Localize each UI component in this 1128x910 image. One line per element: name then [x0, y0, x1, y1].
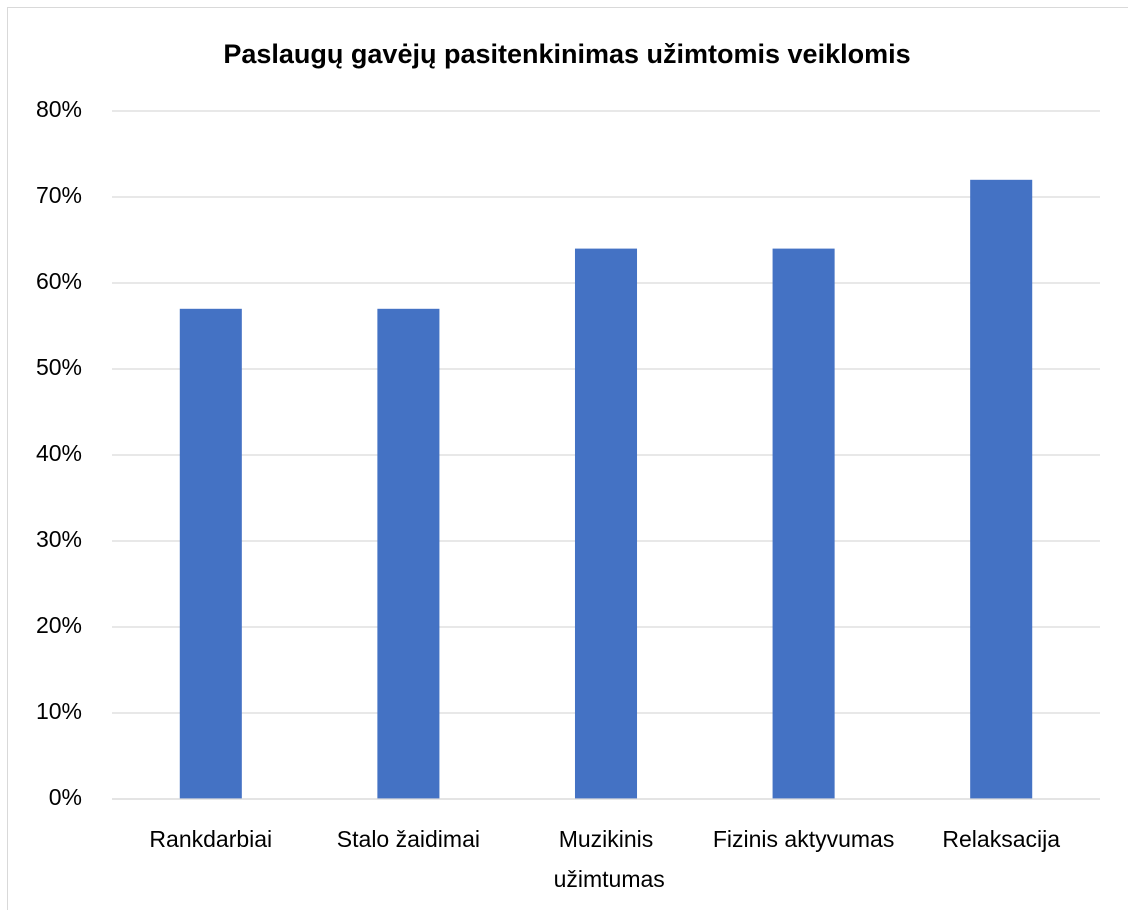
- bar: [377, 308, 440, 799]
- y-tick-label: 40%: [36, 440, 82, 466]
- bar: [179, 308, 242, 799]
- y-tick-label: 10%: [36, 698, 82, 724]
- y-tick-label: 0%: [49, 784, 82, 810]
- x-tick-label: Fizinis aktyvumas: [713, 826, 894, 852]
- x-tick-label: Muzikinis užimtumas: [547, 826, 665, 892]
- x-tick-label-line: užimtumas: [547, 866, 665, 892]
- y-tick-label: 20%: [36, 612, 82, 638]
- bar: [772, 248, 835, 800]
- x-tick-label: Stalo žaidimai: [337, 826, 480, 852]
- chart-title: Paslaugų gavėjų pasitenkinimas užimtomis…: [223, 39, 910, 69]
- x-tick-label-line: Muzikinis: [559, 826, 654, 852]
- chart-border: [7, 7, 1128, 910]
- bar: [970, 179, 1033, 800]
- y-tick-label: 60%: [36, 268, 82, 294]
- y-tick-label: 70%: [36, 182, 82, 208]
- y-tick-label: 30%: [36, 526, 82, 552]
- x-tick-label: Rankdarbiai: [149, 826, 272, 852]
- x-tick-label: Relaksacija: [942, 826, 1060, 852]
- bar: [574, 248, 638, 800]
- y-tick-label: 80%: [36, 96, 82, 122]
- y-tick-label: 50%: [36, 354, 82, 380]
